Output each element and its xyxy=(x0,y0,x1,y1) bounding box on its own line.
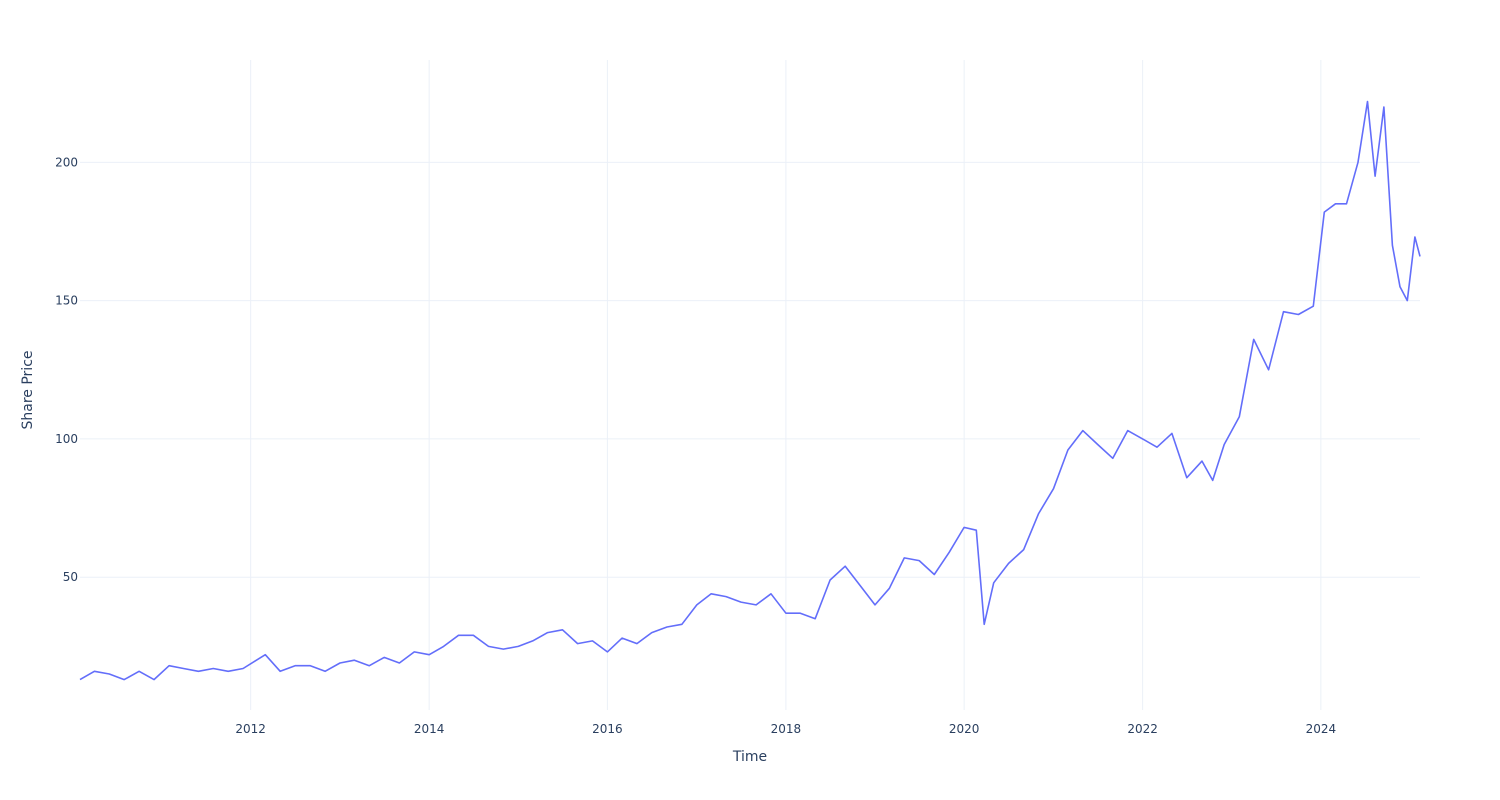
y-tick-label: 200 xyxy=(55,155,78,169)
y-tick-label: 50 xyxy=(63,570,78,584)
y-tick-label: 100 xyxy=(55,432,78,446)
series-layer xyxy=(79,100,1421,681)
x-tick-label: 2024 xyxy=(1306,722,1337,736)
x-tick-label: 2016 xyxy=(592,722,623,736)
y-axis-title: Share Price xyxy=(20,350,36,429)
y-tick-label: 150 xyxy=(55,294,78,308)
x-axis-title: Time xyxy=(732,749,767,765)
x-tick-label: 2012 xyxy=(235,722,266,736)
x-tick-label: 2018 xyxy=(771,722,802,736)
x-tick-label: 2022 xyxy=(1127,722,1158,736)
x-tick-label: 2020 xyxy=(949,722,980,736)
x-tick-label: 2014 xyxy=(414,722,445,736)
series-line xyxy=(79,100,1421,681)
tick-layer: 2012 2014 2016 2018 2020 2022 2024 50 100 150 200 xyxy=(55,155,1336,736)
grid-layer xyxy=(80,60,1420,710)
